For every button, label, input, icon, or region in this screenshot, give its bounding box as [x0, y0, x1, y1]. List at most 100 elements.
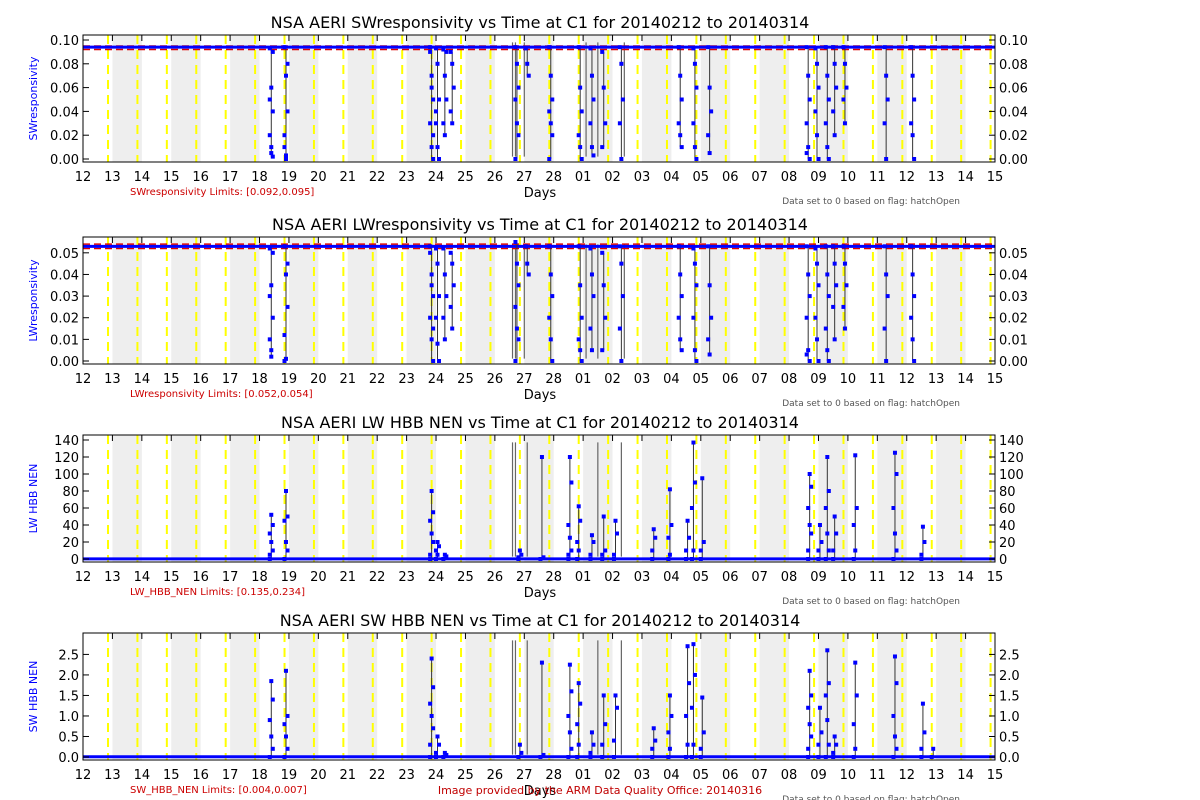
- data-point: [931, 746, 936, 751]
- data-point: [679, 97, 684, 102]
- data-point: [825, 348, 830, 353]
- x-tick-label: 18: [251, 570, 268, 585]
- x-tick-label: 16: [192, 570, 209, 585]
- data-point: [685, 644, 690, 649]
- data-point: [884, 359, 889, 363]
- x-tick-label: 15: [987, 170, 1004, 185]
- data-point: [666, 755, 671, 759]
- x-tick-label: 24: [428, 570, 445, 585]
- data-point: [831, 109, 836, 114]
- data-point: [834, 85, 839, 90]
- data-point: [912, 359, 917, 363]
- data-point: [548, 73, 553, 78]
- y-tick-label: 0.08: [50, 58, 79, 73]
- data-point: [885, 97, 890, 102]
- x-tick-label: 24: [428, 372, 445, 387]
- data-point: [576, 337, 581, 342]
- data-point: [679, 294, 684, 299]
- data-point: [523, 46, 528, 51]
- x-tick-label: 12: [898, 372, 915, 387]
- data-point: [891, 557, 896, 561]
- data-point: [444, 294, 449, 299]
- data-point: [591, 294, 596, 299]
- data-point: [431, 685, 436, 690]
- data-point: [813, 315, 818, 320]
- data-point: [601, 283, 606, 288]
- data-point: [706, 337, 711, 342]
- data-point: [588, 557, 593, 561]
- data-point: [832, 734, 837, 739]
- y-tick-label-right: 0.02: [999, 312, 1028, 327]
- x-tick-label: 11: [869, 768, 886, 783]
- y-tick-label-right: 100: [999, 468, 1024, 483]
- data-point: [831, 557, 836, 561]
- data-point: [576, 45, 581, 50]
- y-tick-label: 0.00: [50, 153, 79, 168]
- data-point: [815, 337, 820, 342]
- data-point: [691, 642, 696, 647]
- data-point: [885, 294, 890, 299]
- x-tick-label: 22: [369, 570, 386, 585]
- data-point: [603, 121, 608, 126]
- y-tick-label: 140: [54, 434, 79, 449]
- x-tick-label: 10: [840, 372, 857, 387]
- x-tick-label: 12: [75, 570, 92, 585]
- data-point: [823, 326, 828, 331]
- data-point: [919, 557, 924, 561]
- data-point: [589, 348, 594, 353]
- data-point: [920, 524, 925, 529]
- data-point: [806, 548, 811, 553]
- data-point: [285, 109, 290, 114]
- data-point: [441, 246, 446, 251]
- data-point: [283, 157, 288, 161]
- y-tick-label-right: 2.5: [999, 648, 1020, 663]
- x-tick-label: 13: [928, 372, 945, 387]
- data-point: [589, 272, 594, 277]
- x-tick-label: 06: [722, 372, 739, 387]
- data-point: [285, 746, 290, 751]
- x-tick-label: 02: [604, 372, 621, 387]
- data-point: [282, 518, 287, 523]
- data-point: [576, 504, 581, 509]
- y-tick-label: 2.0: [58, 669, 79, 684]
- data-point: [444, 554, 449, 559]
- data-point: [698, 548, 703, 553]
- data-point: [882, 326, 887, 331]
- x-tick-label: 05: [693, 170, 710, 185]
- data-point: [841, 244, 846, 249]
- data-point: [706, 45, 711, 50]
- data-point: [428, 552, 433, 557]
- data-point: [832, 337, 837, 342]
- y-tick-label: 0.00: [50, 355, 79, 370]
- data-point: [428, 49, 433, 54]
- x-tick-label: 10: [840, 768, 857, 783]
- data-point: [884, 272, 889, 277]
- x-tick-label: 05: [693, 768, 710, 783]
- data-point: [653, 738, 658, 743]
- data-point: [826, 157, 831, 161]
- x-tick-label: 05: [693, 570, 710, 585]
- data-point: [676, 244, 681, 249]
- x-tick-label: 12: [75, 768, 92, 783]
- data-point: [441, 755, 446, 759]
- data-point: [431, 510, 436, 515]
- data-point: [435, 261, 440, 266]
- data-point: [853, 660, 858, 665]
- data-point: [444, 49, 449, 54]
- limits-label: SW_HBB_NEN Limits: [0.004,0.007]: [130, 785, 307, 796]
- y-tick-label-right: 1.5: [999, 689, 1020, 704]
- y-tick-label-right: 0.5: [999, 730, 1020, 745]
- data-point: [513, 359, 518, 363]
- data-point: [548, 272, 553, 277]
- y-tick-label: 0.5: [58, 730, 79, 745]
- data-point: [267, 133, 272, 138]
- x-tick-label: 01: [575, 372, 592, 387]
- data-point: [434, 121, 439, 126]
- x-tick-label: 07: [751, 570, 768, 585]
- data-point: [882, 45, 887, 50]
- y-tick-label-right: 0.03: [999, 290, 1028, 305]
- data-point: [694, 283, 699, 288]
- data-point: [435, 61, 440, 66]
- data-point: [816, 283, 821, 288]
- data-point: [894, 472, 899, 476]
